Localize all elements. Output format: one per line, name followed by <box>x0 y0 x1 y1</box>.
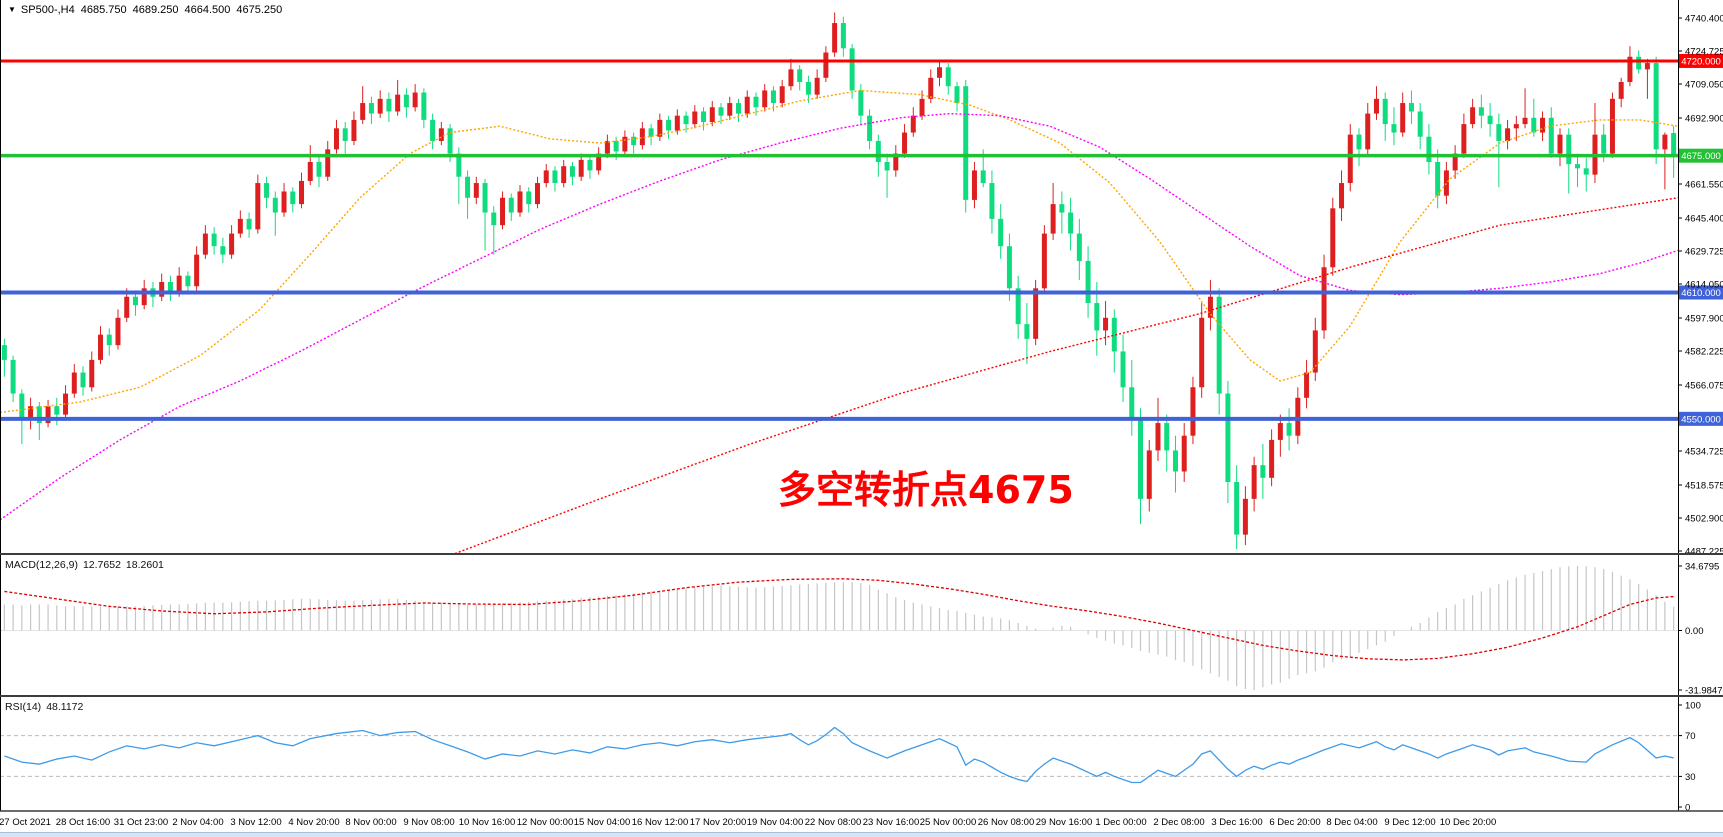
svg-text:2 Dec 08:00: 2 Dec 08:00 <box>1153 817 1204 828</box>
svg-text:3 Dec 16:00: 3 Dec 16:00 <box>1211 817 1262 828</box>
svg-text:4645.400: 4645.400 <box>1685 214 1723 225</box>
svg-text:29 Nov 16:00: 29 Nov 16:00 <box>1036 817 1093 828</box>
svg-text:25 Nov 00:00: 25 Nov 00:00 <box>920 817 977 828</box>
svg-text:-31.9847: -31.9847 <box>1685 686 1723 697</box>
svg-text:4720.000: 4720.000 <box>1681 56 1721 67</box>
rsi-curve <box>4 726 1674 784</box>
svg-text:4724.725: 4724.725 <box>1685 47 1723 58</box>
svg-text:4534.725: 4534.725 <box>1685 447 1723 458</box>
svg-text:4692.900: 4692.900 <box>1685 114 1723 125</box>
svg-text:9 Nov 08:00: 9 Nov 08:00 <box>403 817 454 828</box>
svg-text:0.00: 0.00 <box>1685 626 1704 637</box>
svg-text:10 Nov 16:00: 10 Nov 16:00 <box>459 817 516 828</box>
svg-text:26 Nov 08:00: 26 Nov 08:00 <box>978 817 1035 828</box>
price-annotation-text[interactable]: 多空转折点4675 <box>778 468 1074 512</box>
ohlc-low: 4664.500 <box>184 4 231 16</box>
window-bottom-strip <box>0 832 1723 837</box>
ohlc-open: 4685.750 <box>80 4 127 16</box>
symbol-timeframe-label: SP500-,H4 <box>20 4 75 16</box>
svg-text:31 Oct 23:00: 31 Oct 23:00 <box>114 817 168 828</box>
svg-text:4614.050: 4614.050 <box>1685 280 1723 291</box>
svg-text:2 Nov 04:00: 2 Nov 04:00 <box>172 817 223 828</box>
rsi-value: 48.1172 <box>46 701 84 713</box>
ohlc-high: 4689.250 <box>132 4 179 16</box>
svg-text:4629.725: 4629.725 <box>1685 247 1723 258</box>
rsi-indicator-label: RSI(14) 48.1172 <box>5 701 88 713</box>
svg-text:23 Nov 16:00: 23 Nov 16:00 <box>863 817 920 828</box>
svg-text:28 Oct 16:00: 28 Oct 16:00 <box>56 817 110 828</box>
svg-text:30: 30 <box>1685 772 1696 783</box>
svg-text:4740.400: 4740.400 <box>1685 14 1723 25</box>
svg-text:34.6795: 34.6795 <box>1685 562 1719 573</box>
rsi-panel: 100 70 30 0 <box>0 701 1701 814</box>
symbol-dropdown-icon[interactable]: ▼ <box>8 5 16 14</box>
svg-text:1 Dec 00:00: 1 Dec 00:00 <box>1095 817 1146 828</box>
svg-text:4502.900: 4502.900 <box>1685 514 1723 525</box>
svg-text:4610.000: 4610.000 <box>1681 288 1721 299</box>
svg-text:8 Nov 00:00: 8 Nov 00:00 <box>345 817 396 828</box>
price-axis[interactable]: 4740.400 4724.725 4709.050 4692.900 4661.550… <box>1678 14 1723 558</box>
svg-text:70: 70 <box>1685 731 1696 742</box>
svg-text:4597.900: 4597.900 <box>1685 314 1723 325</box>
candlestick-series <box>1 12 1677 550</box>
macd-signal-value: 18.2601 <box>125 559 164 571</box>
svg-text:15 Nov 04:00: 15 Nov 04:00 <box>574 817 631 828</box>
price-badge-4675.000 <box>1679 148 1723 163</box>
svg-text:19 Nov 04:00: 19 Nov 04:00 <box>747 817 804 828</box>
svg-text:4566.075: 4566.075 <box>1685 381 1723 392</box>
horizontal-level-lines[interactable]: 4720.000 4675.000 4610.000 4550.000 <box>0 53 1723 426</box>
ohlc-close: 4675.250 <box>236 4 283 16</box>
svg-text:4709.050: 4709.050 <box>1685 80 1723 91</box>
svg-text:9 Dec 12:00: 9 Dec 12:00 <box>1384 817 1435 828</box>
svg-text:6 Dec 20:00: 6 Dec 20:00 <box>1269 817 1320 828</box>
macd-signal-line <box>4 578 1674 661</box>
svg-text:16 Nov 12:00: 16 Nov 12:00 <box>632 817 689 828</box>
svg-text:4582.225: 4582.225 <box>1685 347 1723 358</box>
rsi-name: RSI(14) <box>5 701 42 713</box>
macd-panel: 34.6795 0.00 -31.9847 <box>0 562 1723 697</box>
svg-text:10 Dec 20:00: 10 Dec 20:00 <box>1440 817 1497 828</box>
ma-orange-line <box>0 89 1679 414</box>
svg-text:4487.225: 4487.225 <box>1685 547 1723 558</box>
ma-red-line <box>454 197 1679 555</box>
symbol-title-bar: ▼ SP500-,H4 4685.750 4689.250 4664.500 4675.2… <box>8 4 288 16</box>
svg-text:0: 0 <box>1685 803 1690 814</box>
svg-text:27 Oct 2021: 27 Oct 2021 <box>0 817 51 828</box>
price-badge-4610.000 <box>1679 285 1723 300</box>
svg-text:12 Nov 00:00: 12 Nov 00:00 <box>517 817 574 828</box>
time-axis[interactable]: 27 Oct 2021 28 Oct 16:00 31 Oct 23:00 2 Nov… <box>0 817 1496 828</box>
svg-text:4675.000: 4675.000 <box>1681 151 1721 162</box>
svg-text:4518.575: 4518.575 <box>1685 481 1723 492</box>
svg-text:4661.550: 4661.550 <box>1685 180 1723 191</box>
svg-text:100: 100 <box>1685 701 1701 712</box>
svg-text:4550.000: 4550.000 <box>1681 414 1721 425</box>
macd-indicator-label: MACD(12,26,9) 12.7652 18.2601 <box>5 559 169 571</box>
price-badge-4720.000 <box>1679 53 1723 68</box>
svg-text:8 Dec 04:00: 8 Dec 04:00 <box>1326 817 1377 828</box>
price-badge-4550.000 <box>1679 411 1723 426</box>
svg-text:4 Nov 20:00: 4 Nov 20:00 <box>288 817 339 828</box>
ma-magenta-line <box>0 112 1679 521</box>
svg-text:17 Nov 20:00: 17 Nov 20:00 <box>690 817 747 828</box>
macd-name: MACD(12,26,9) <box>5 559 78 571</box>
svg-text:22 Nov 08:00: 22 Nov 08:00 <box>805 817 862 828</box>
svg-text:3 Nov 12:00: 3 Nov 12:00 <box>230 817 281 828</box>
macd-main-value: 12.7652 <box>82 559 121 571</box>
panel-borders <box>0 0 1723 812</box>
